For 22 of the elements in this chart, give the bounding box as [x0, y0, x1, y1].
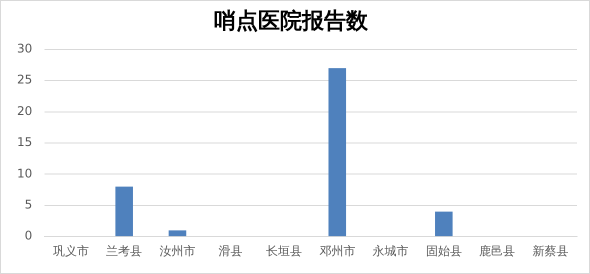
x-tick-label: 永城市	[372, 244, 409, 258]
bar	[168, 230, 186, 236]
x-tick-label: 长垣县	[266, 244, 302, 258]
x-tick-label: 巩义市	[52, 244, 89, 258]
x-tick-label: 邓州市	[319, 244, 356, 258]
x-tick-label: 固始县	[426, 244, 462, 258]
y-tick-label: 0	[24, 228, 32, 243]
bar	[328, 68, 346, 236]
x-tick-label: 鹿邑县	[479, 244, 516, 258]
y-tick-label: 5	[24, 198, 32, 212]
x-tick-label: 滑县	[218, 244, 243, 258]
chart-title: 哨点医院报告数	[214, 8, 369, 33]
bar	[435, 212, 453, 236]
y-tick-label: 30	[16, 42, 32, 56]
y-tick-label: 15	[16, 135, 32, 150]
bar	[115, 186, 133, 236]
y-tick-label: 10	[16, 166, 32, 180]
y-tick-label: 20	[16, 104, 32, 118]
x-tick-label: 汝州市	[159, 244, 196, 258]
x-tick-label: 兰考县	[106, 244, 142, 258]
x-tick-label: 新蔡县	[532, 244, 568, 258]
y-tick-label: 25	[16, 72, 32, 87]
